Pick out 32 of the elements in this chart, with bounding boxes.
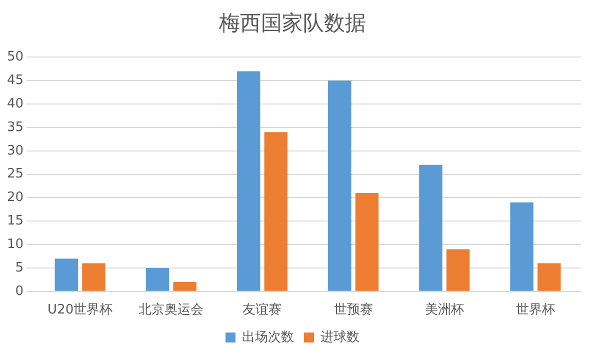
x-tick-label: U20世界杯: [48, 302, 113, 318]
y-tick-label: 45: [6, 72, 24, 88]
x-tick-label: 友谊赛: [242, 302, 282, 318]
bar: [355, 193, 379, 291]
chart-title: 梅西国家队数据: [218, 11, 366, 36]
bar: [419, 164, 442, 291]
bar: [146, 268, 170, 291]
bar: [82, 263, 106, 291]
legend-label: 进球数: [320, 330, 360, 345]
y-tick-label: 50: [6, 50, 24, 65]
bar: [328, 80, 352, 291]
bar: [54, 258, 78, 291]
y-tick-label: 15: [6, 214, 24, 229]
bar: [446, 249, 470, 291]
y-tick-label: 30: [6, 143, 24, 158]
x-tick-label: 北京奥运会: [138, 302, 204, 318]
x-tick-label: 世界杯: [516, 302, 555, 318]
y-tick-label: 40: [6, 96, 24, 112]
bar: [236, 71, 260, 291]
bar: [173, 282, 196, 291]
legend-label: 出场次数: [242, 330, 294, 345]
bar: [538, 263, 561, 291]
y-tick-label: 35: [6, 120, 24, 135]
y-tick-label: 20: [6, 190, 24, 206]
y-tick-label: 25: [6, 166, 24, 182]
y-tick-label: 5: [15, 260, 24, 276]
bar: [510, 202, 534, 291]
y-tick-label: 10: [6, 236, 24, 252]
x-tick-label: 美洲杯: [424, 302, 464, 318]
bar: [264, 132, 288, 291]
y-tick-label: 0: [15, 284, 24, 299]
x-tick-label: 世预赛: [334, 302, 373, 318]
